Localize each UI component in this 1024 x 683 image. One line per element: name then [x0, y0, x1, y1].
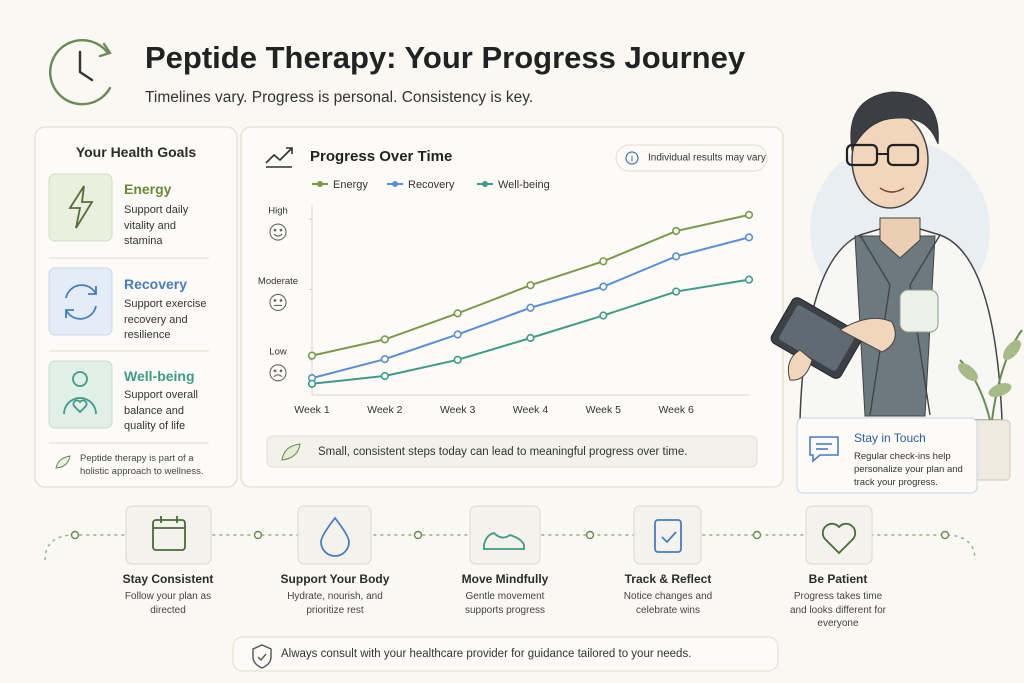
- goals-title: Your Health Goals: [75, 144, 197, 160]
- data-point: [744, 210, 754, 219]
- goals-note: Peptide therapy is part of a holistic ap…: [80, 453, 204, 477]
- x-tick-label: Week 1: [294, 404, 330, 416]
- x-tick-label: Week 2: [367, 404, 403, 416]
- step-title: Stay Consistent: [122, 572, 214, 586]
- step-title: Support Your Body: [280, 572, 390, 586]
- data-point: [307, 351, 317, 360]
- step-text: Hydrate, nourish, and prioritize rest: [287, 591, 383, 616]
- data-point: [453, 309, 462, 318]
- face-icon: [269, 293, 287, 311]
- data-point: [380, 371, 389, 381]
- step-text: Notice changes and celebrate wins: [623, 591, 713, 616]
- chart-title: Progress Over Time: [310, 148, 452, 165]
- data-point: [672, 226, 681, 236]
- message-box: [266, 435, 758, 468]
- step-title: Track & Reflect: [624, 572, 712, 586]
- data-point: [453, 330, 462, 339]
- x-tick-label: Week 4: [513, 404, 549, 416]
- timeline: [44, 534, 976, 561]
- subtitle: Timelines vary. Progress is personal. Co…: [145, 89, 534, 106]
- data-point: [599, 257, 608, 266]
- series-line: [311, 278, 750, 385]
- contact-text: Regular check-ins help personalize your …: [854, 451, 963, 488]
- recovery-icon-box: [48, 267, 113, 336]
- legend-label: Recovery: [408, 179, 455, 191]
- data-point: [453, 355, 462, 364]
- data-point: [744, 275, 754, 284]
- goal-text: Support overall balance and quality of l…: [124, 389, 198, 432]
- step-text: Gentle movement supports progress: [464, 591, 546, 616]
- goal-name: Energy: [124, 181, 172, 197]
- info-icon: [625, 151, 639, 165]
- face-icon: [269, 364, 287, 382]
- x-tick-label: Week 6: [658, 404, 694, 416]
- recovery-icon: [65, 284, 97, 320]
- doctor-illustration: [770, 91, 1023, 481]
- goal-text: Support exercise recovery and resilience: [124, 298, 207, 341]
- clock-icon: [48, 38, 112, 106]
- shield-icon: [252, 644, 272, 669]
- data-point: [526, 281, 535, 290]
- data-point: [380, 355, 389, 364]
- contact-title: Stay in Touch: [854, 431, 926, 445]
- y-tick-label: Low: [269, 346, 287, 357]
- goal-text: Support daily vitality and stamina: [124, 204, 189, 247]
- disclaimer-pill: [615, 144, 768, 172]
- step-title: Be Patient: [808, 572, 868, 586]
- step-text: Progress takes time and looks different …: [790, 591, 886, 629]
- data-point: [599, 282, 608, 291]
- footer: Always consult with your healthcare prov…: [281, 648, 692, 660]
- chart-card: [240, 126, 784, 488]
- data-point: [672, 287, 681, 296]
- goal-name: Recovery: [124, 276, 188, 292]
- data-point: [599, 311, 608, 320]
- energy-icon: [68, 185, 94, 229]
- chat-icon: [809, 436, 839, 463]
- title: Peptide Therapy: Your Progress Journey: [145, 40, 746, 75]
- step-text: Follow your plan as directed: [124, 591, 212, 616]
- data-point: [744, 233, 754, 242]
- data-point: [526, 333, 535, 343]
- chart-message: Small, consistent steps today can lead t…: [318, 446, 687, 458]
- y-tick-label: Moderate: [258, 276, 298, 287]
- data-point: [672, 252, 681, 261]
- legend-label: Well-being: [498, 179, 550, 191]
- wellbeing-icon: [63, 371, 97, 415]
- step-icons: [152, 516, 857, 557]
- face-icon: [269, 223, 287, 241]
- x-tick-label: Week 5: [586, 404, 622, 416]
- disclaimer: Individual results may vary: [648, 153, 766, 164]
- legend-dot: [482, 181, 488, 187]
- timeline-dots: [70, 530, 950, 540]
- data-point: [526, 303, 535, 312]
- data-point: [380, 335, 389, 344]
- leaf-icon: [55, 455, 71, 469]
- contact-card: [796, 417, 978, 494]
- step-title: Move Mindfully: [461, 572, 549, 586]
- goal-name: Well-being: [124, 368, 195, 384]
- data-point: [307, 379, 317, 388]
- x-tick-label: Week 3: [440, 404, 476, 416]
- leaf-icon: [281, 443, 301, 461]
- legend-dot: [392, 181, 398, 187]
- legend-label: Energy: [333, 179, 368, 191]
- legend-dot: [317, 181, 323, 187]
- y-tick-label: High: [268, 206, 288, 217]
- footer-pill: [232, 636, 779, 672]
- trend-icon: [265, 147, 293, 168]
